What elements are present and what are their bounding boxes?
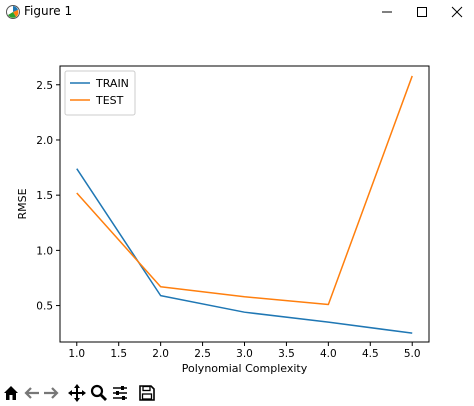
navigation-toolbar: [0, 380, 474, 406]
y-tick-label: 2.5: [36, 80, 53, 92]
y-tick-label: 1.0: [36, 245, 53, 257]
x-tick-label: 3.5: [278, 348, 295, 360]
x-axis-label: Polynomial Complexity: [182, 362, 308, 375]
line-chart: 1.0 1.5 2.0 2.5 3.0 3.5 4.0 4.5 5.0 0.5 1.0 1.5 2.0…: [16, 65, 430, 375]
home-icon: [4, 386, 18, 400]
y-axis: 0.5 1.0 1.5 2.0 2.5: [36, 80, 60, 313]
figure-canvas[interactable]: 1.0 1.5 2.0 2.5 3.0 3.5 4.0 4.5 5.0 0.5 1.0 1.5 2.0…: [0, 24, 474, 378]
legend-label: TEST: [95, 94, 124, 107]
save-icon: [139, 385, 155, 401]
minimize-button[interactable]: [368, 0, 406, 24]
x-tick-label: 4.0: [320, 348, 337, 360]
pan-button[interactable]: [66, 382, 88, 404]
zoom-button[interactable]: [88, 382, 110, 404]
series-line-test: [76, 75, 413, 306]
x-tick-label: 2.5: [194, 348, 211, 360]
close-icon: [451, 6, 463, 18]
y-axis-label: RMSE: [16, 188, 29, 219]
series-line-train: [76, 168, 413, 334]
y-tick-label: 2.0: [36, 135, 53, 147]
x-axis: 1.0 1.5 2.0 2.5 3.0 3.5 4.0 4.5 5.0: [68, 342, 421, 360]
configure-subplots-icon: [113, 386, 127, 400]
forward-icon: [44, 387, 59, 399]
series-lines: [76, 75, 413, 334]
matplotlib-app-icon: [5, 4, 21, 20]
legend-label: TRAIN: [95, 77, 129, 90]
y-tick-label: 0.5: [36, 301, 53, 313]
close-button[interactable]: [438, 0, 474, 24]
pan-icon: [68, 384, 86, 402]
back-button[interactable]: [21, 382, 43, 404]
window-title: Figure 1: [24, 4, 73, 18]
maximize-button[interactable]: [403, 0, 441, 24]
x-tick-label: 1.0: [68, 348, 85, 360]
x-tick-label: 4.5: [362, 348, 379, 360]
zoom-icon: [90, 384, 107, 401]
minimize-icon: [382, 11, 392, 13]
home-button[interactable]: [0, 382, 22, 404]
x-tick-label: 5.0: [404, 348, 421, 360]
y-tick-label: 1.5: [36, 190, 53, 202]
x-tick-label: 3.0: [236, 348, 253, 360]
title-bar: Figure 1: [0, 0, 474, 24]
legend: TRAIN TEST: [64, 70, 136, 116]
legend-box: [64, 70, 136, 116]
maximize-icon: [417, 7, 427, 17]
save-button[interactable]: [136, 382, 158, 404]
forward-button[interactable]: [40, 382, 62, 404]
back-icon: [24, 387, 39, 399]
x-tick-label: 1.5: [110, 348, 127, 360]
configure-subplots-button[interactable]: [109, 382, 131, 404]
x-tick-label: 2.0: [152, 348, 169, 360]
